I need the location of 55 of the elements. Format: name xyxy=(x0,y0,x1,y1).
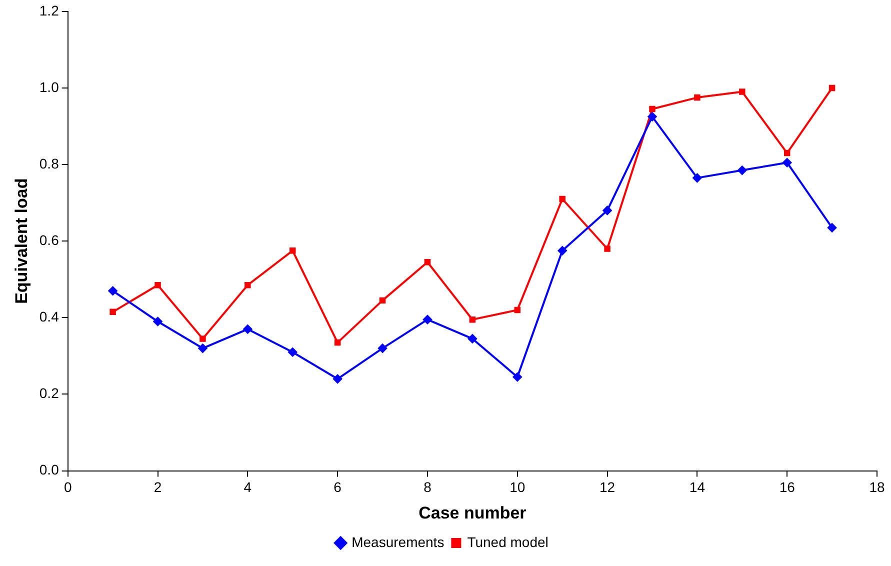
point xyxy=(784,150,790,156)
point xyxy=(290,248,296,254)
point xyxy=(422,315,432,324)
point xyxy=(604,246,610,252)
x-tick-label: 6 xyxy=(334,479,342,496)
point xyxy=(738,166,747,175)
x-tick-label: 4 xyxy=(244,479,252,496)
point xyxy=(602,206,612,215)
legend-label: Tuned model xyxy=(467,534,548,550)
point xyxy=(200,336,206,342)
point xyxy=(244,282,251,288)
point xyxy=(512,372,522,382)
legend-label: Measurements xyxy=(352,534,444,550)
point xyxy=(243,324,252,334)
point xyxy=(649,106,656,112)
y-tick-label: 0.4 xyxy=(39,308,60,325)
point xyxy=(558,246,567,256)
point xyxy=(559,196,566,202)
x-tick-label: 2 xyxy=(154,479,162,496)
point xyxy=(692,173,702,182)
x-tick-label: 10 xyxy=(510,479,526,496)
point xyxy=(378,344,388,353)
point xyxy=(153,316,162,326)
point xyxy=(288,348,298,357)
y-tick-label: 0.2 xyxy=(39,385,60,402)
point xyxy=(514,306,521,314)
point xyxy=(739,88,746,95)
y-tick-label: 0.6 xyxy=(39,232,60,248)
point xyxy=(333,374,342,384)
point xyxy=(694,94,700,101)
y-tick-label: 1.0 xyxy=(39,78,60,95)
point xyxy=(648,112,657,122)
x-tick-label: 8 xyxy=(424,479,432,496)
x-axis-title: Case number xyxy=(418,503,527,522)
point xyxy=(198,344,208,353)
point xyxy=(782,158,792,168)
point xyxy=(469,316,476,323)
point xyxy=(334,339,341,346)
x-tick-label: 0 xyxy=(64,479,72,496)
point xyxy=(110,308,116,316)
point xyxy=(379,297,386,304)
y-axis-title: Equivalent load xyxy=(12,178,31,304)
y-tick-label: 1.2 xyxy=(39,2,60,18)
point xyxy=(424,259,431,266)
x-tick-label: 12 xyxy=(600,479,616,496)
point xyxy=(468,334,477,344)
point xyxy=(108,286,118,296)
x-tick-label: 16 xyxy=(779,479,796,496)
x-tick-label: 14 xyxy=(689,479,706,496)
y-tick-label: 0.8 xyxy=(39,155,60,172)
point xyxy=(154,282,161,288)
point xyxy=(828,84,836,92)
y-tick-label: 0.0 xyxy=(39,462,60,478)
point xyxy=(828,223,837,232)
x-tick-label: 18 xyxy=(869,479,885,496)
